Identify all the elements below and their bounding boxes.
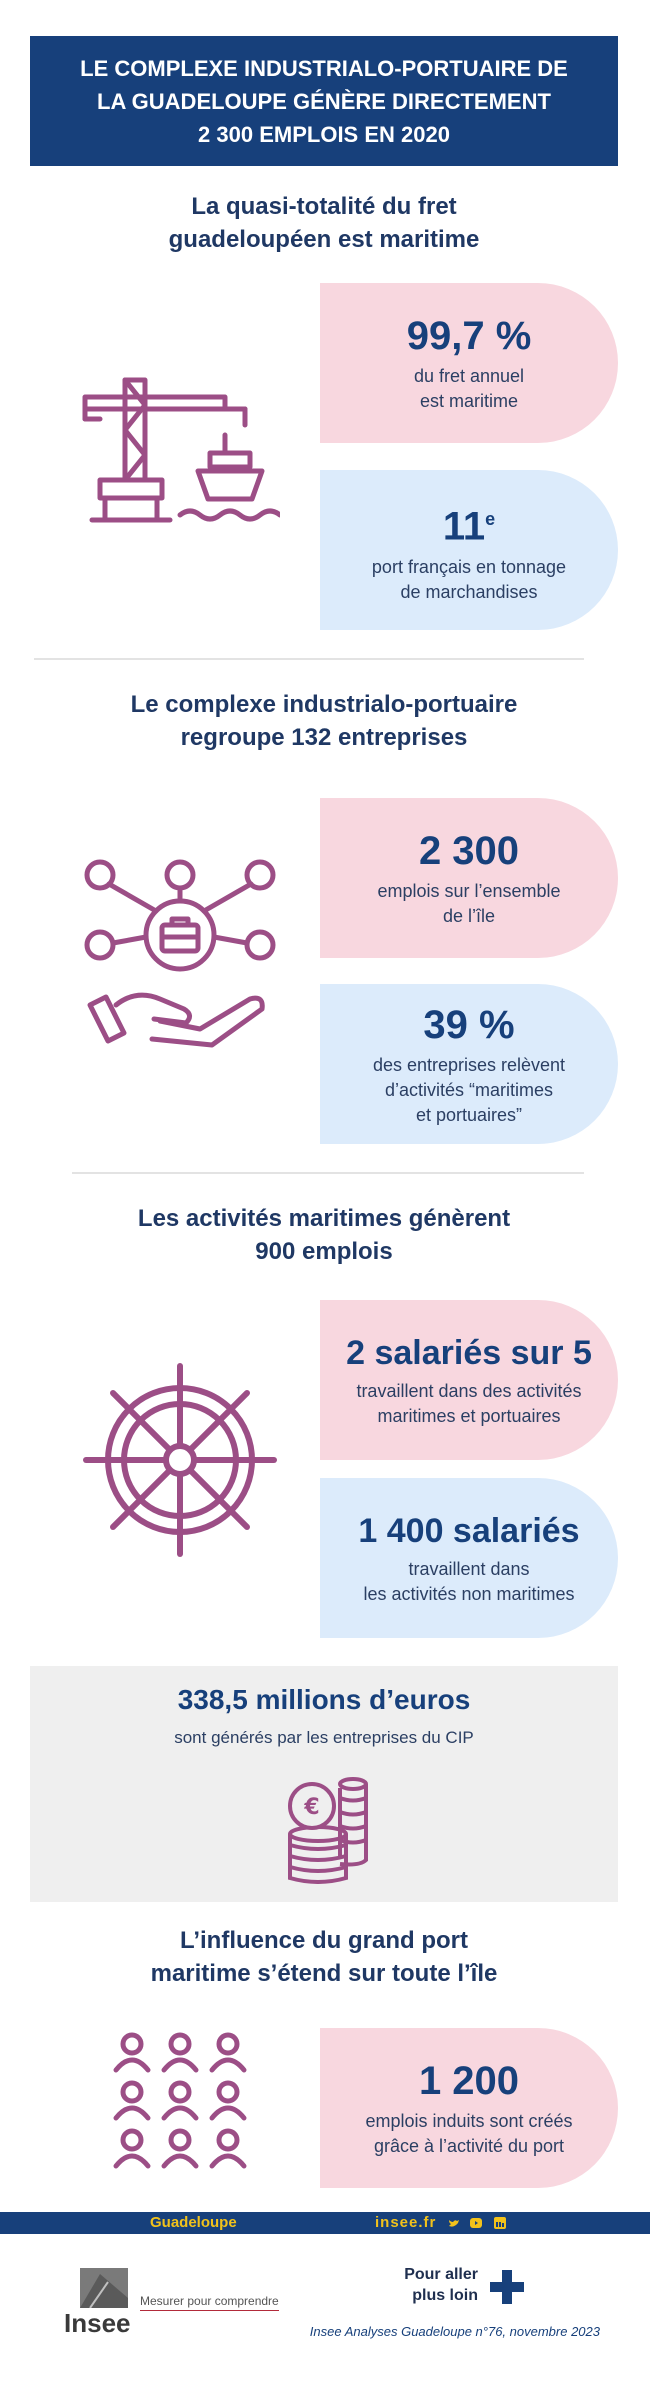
people-group-icon xyxy=(113,2032,247,2169)
stat-card-non-maritime: 1 400 salariés travaillent dans les acti… xyxy=(320,1478,618,1638)
footer-region: Guadeloupe xyxy=(150,2214,237,2231)
stat-value: 11e xyxy=(442,504,496,549)
stat-text: travaillent dans les activités non marit… xyxy=(363,1559,575,1604)
linkedin-icon[interactable] xyxy=(494,2217,506,2229)
section4-title: L’influence du grand port maritime s’éte… xyxy=(150,1927,498,1987)
stat-text: emplois sur l’ensemble de l’île xyxy=(377,881,561,926)
footer-site-link[interactable]: insee.fr xyxy=(375,2214,437,2231)
revenue-value: 338,5 millions d’euros xyxy=(177,1684,471,1715)
more-info-link[interactable]: Pour aller plus loin xyxy=(404,2266,478,2304)
euro-coins-icon: € xyxy=(288,1777,368,1884)
svg-text:€: € xyxy=(303,1795,319,1820)
section1-title: La quasi-totalité du fret guadeloupéen e… xyxy=(168,193,480,253)
stat-card-fret: 99,7 % du fret annuel est maritime xyxy=(320,283,618,443)
stat-card-jobs: 2 300 emplois sur l’ensemble de l’île xyxy=(320,798,618,958)
stat-text: travaillent dans des activités maritimes… xyxy=(356,1381,582,1426)
stat-value: 2 300 xyxy=(418,829,520,873)
stat-card-port-rank: 11e port français en tonnage de marchand… xyxy=(320,470,618,630)
stat-card-share: 39 % des entreprises relèvent d’activité… xyxy=(320,984,618,1144)
stat-text: port français en tonnage de marchandises xyxy=(371,556,567,602)
section3-title: Les activités maritimes génèrent 900 emp… xyxy=(137,1205,511,1265)
stat-value: 99,7 % xyxy=(406,314,532,358)
revenue-text: sont générés par les entreprises du CIP xyxy=(174,1728,474,1747)
header-banner: LE COMPLEXE INDUSTRIALO-PORTUAIRE DE LA … xyxy=(30,36,618,166)
ship-wheel-icon xyxy=(83,1363,277,1557)
stat-text: emplois induits sont créés grâce à l’act… xyxy=(365,2111,573,2156)
insee-tagline: Mesurer pour comprendre xyxy=(140,2294,279,2311)
stat-text: des entreprises relèvent d’activités “ma… xyxy=(372,1054,566,1125)
stat-value: 1 400 salariés xyxy=(358,1512,580,1550)
page-title: LE COMPLEXE INDUSTRIALO-PORTUAIRE DE LA … xyxy=(80,55,568,147)
stat-value: 39 % xyxy=(423,1002,515,1047)
publication-reference: Insee Analyses Guadeloupe n°76, novembre… xyxy=(309,2324,600,2339)
stat-card-maritime-share: 2 salariés sur 5 travaillent dans des ac… xyxy=(320,1300,618,1460)
revenue-panel: 338,5 millions d’euros sont générés par … xyxy=(30,1666,618,1902)
youtube-icon[interactable] xyxy=(470,2217,482,2229)
divider xyxy=(34,658,584,660)
stat-text: du fret annuel est maritime xyxy=(413,366,525,411)
network-briefcase-hand-icon xyxy=(84,859,276,1048)
stat-value: 2 salariés sur 5 xyxy=(346,1334,592,1372)
plus-icon[interactable] xyxy=(490,2270,524,2304)
stat-value: 1 200 xyxy=(418,2059,520,2103)
divider xyxy=(72,1172,584,1174)
section2-title: Le complexe industrialo-portuaire regrou… xyxy=(130,691,518,751)
footer-bar: Guadeloupe insee.fr xyxy=(0,2212,650,2234)
crane-ship-icon xyxy=(82,377,280,523)
twitter-icon[interactable] xyxy=(448,2217,460,2229)
insee-logo-icon xyxy=(80,2268,128,2308)
stat-card-induced-jobs: 1 200 emplois induits sont créés grâce à… xyxy=(320,2028,618,2188)
insee-logo-word: Insee xyxy=(64,2308,131,2338)
